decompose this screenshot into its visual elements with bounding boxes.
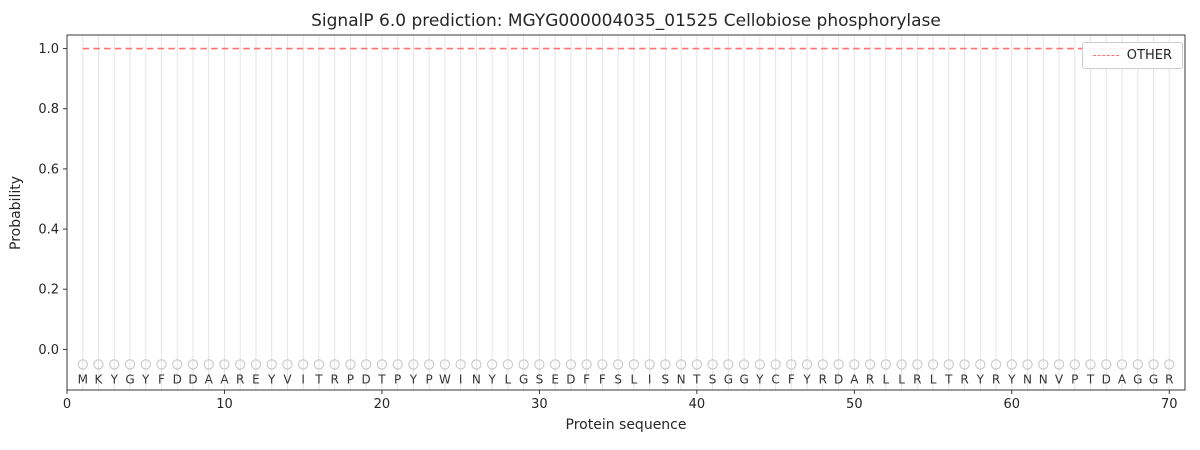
svg-text:30: 30 (531, 397, 548, 412)
svg-text:Y: Y (141, 372, 150, 386)
svg-text:T: T (944, 372, 953, 386)
svg-text:K: K (95, 372, 104, 386)
other-line-sample-icon (1092, 55, 1119, 56)
legend-label-other: OTHER (1126, 48, 1172, 63)
svg-text:C: C (771, 372, 779, 386)
legend: OTHER (1081, 42, 1183, 69)
svg-text:F: F (158, 372, 165, 386)
svg-text:L: L (505, 372, 512, 386)
svg-text:A: A (850, 372, 859, 386)
svg-text:D: D (566, 372, 575, 386)
svg-text:F: F (788, 372, 795, 386)
svg-text:Y: Y (755, 372, 764, 386)
svg-text:D: D (173, 372, 182, 386)
svg-text:A: A (205, 372, 214, 386)
svg-text:D: D (188, 372, 197, 386)
svg-text:0.8: 0.8 (38, 102, 59, 117)
svg-text:I: I (459, 372, 463, 386)
svg-text:G: G (125, 372, 134, 386)
svg-text:R: R (236, 372, 244, 386)
svg-text:50: 50 (846, 397, 863, 412)
x-ticks: 0 10 20 30 40 50 60 70 (63, 390, 1178, 412)
svg-text:R: R (960, 372, 968, 386)
svg-text:N: N (677, 372, 686, 386)
svg-text:A: A (1118, 372, 1127, 386)
svg-text:E: E (551, 372, 559, 386)
svg-text:R: R (992, 372, 1000, 386)
svg-text:Y: Y (1007, 372, 1016, 386)
svg-text:G: G (519, 372, 528, 386)
svg-text:L: L (930, 372, 937, 386)
svg-text:P: P (426, 372, 433, 386)
svg-text:0.4: 0.4 (38, 223, 59, 238)
svg-text:I: I (301, 372, 305, 386)
svg-text:D: D (834, 372, 843, 386)
svg-text:G: G (724, 372, 733, 386)
svg-text:V: V (283, 372, 292, 386)
svg-text:G: G (1133, 372, 1142, 386)
svg-text:40: 40 (689, 397, 706, 412)
svg-text:R: R (913, 372, 921, 386)
svg-text:L: L (882, 372, 889, 386)
svg-text:R: R (819, 372, 827, 386)
svg-text:P: P (394, 372, 401, 386)
svg-text:N: N (472, 372, 481, 386)
svg-text:Y: Y (409, 372, 418, 386)
svg-text:G: G (1149, 372, 1158, 386)
svg-text:D: D (1102, 372, 1111, 386)
svg-text:0.0: 0.0 (38, 343, 59, 358)
svg-text:0.6: 0.6 (38, 162, 59, 177)
svg-text:70: 70 (1161, 397, 1178, 412)
svg-text:M: M (78, 372, 88, 386)
gridlines (82, 35, 1170, 390)
svg-text:S: S (709, 372, 717, 386)
svg-text:Y: Y (110, 372, 119, 386)
svg-text:T: T (692, 372, 701, 386)
svg-text:W: W (439, 372, 451, 386)
svg-text:R: R (866, 372, 874, 386)
svg-text:F: F (599, 372, 606, 386)
y-ticks: 0.0 0.2 0.4 0.6 0.8 1.0 (38, 42, 67, 358)
svg-text:Y: Y (802, 372, 811, 386)
svg-text:S: S (614, 372, 622, 386)
svg-text:P: P (347, 372, 354, 386)
x-axis-label: Protein sequence (566, 417, 687, 433)
svg-text:10: 10 (216, 397, 233, 412)
svg-text:S: S (662, 372, 670, 386)
svg-text:T: T (377, 372, 386, 386)
svg-text:0.2: 0.2 (38, 283, 59, 298)
svg-text:N: N (1039, 372, 1048, 386)
y-axis-label: Probability (8, 176, 24, 250)
svg-text:20: 20 (374, 397, 391, 412)
svg-text:R: R (331, 372, 339, 386)
plot-border (66, 34, 1186, 391)
svg-text:F: F (583, 372, 590, 386)
svg-text:1.0: 1.0 (38, 42, 59, 57)
svg-text:Y: Y (976, 372, 985, 386)
chart-title: SignalP 6.0 prediction: MGYG000004035_01… (311, 11, 941, 31)
svg-text:T: T (314, 372, 323, 386)
svg-text:S: S (536, 372, 544, 386)
svg-text:T: T (1086, 372, 1095, 386)
svg-text:P: P (1071, 372, 1078, 386)
svg-text:V: V (1055, 372, 1064, 386)
svg-text:N: N (1023, 372, 1032, 386)
sequence-markers (77, 359, 1175, 370)
svg-text:D: D (362, 372, 371, 386)
svg-text:G: G (739, 372, 748, 386)
svg-text:0: 0 (63, 397, 71, 412)
svg-text:L: L (631, 372, 638, 386)
svg-text:Y: Y (267, 372, 276, 386)
svg-text:E: E (252, 372, 260, 386)
svg-text:A: A (220, 372, 229, 386)
svg-text:R: R (1165, 372, 1173, 386)
svg-text:60: 60 (1004, 397, 1021, 412)
svg-text:L: L (898, 372, 905, 386)
svg-text:Y: Y (487, 372, 496, 386)
svg-text:I: I (648, 372, 652, 386)
